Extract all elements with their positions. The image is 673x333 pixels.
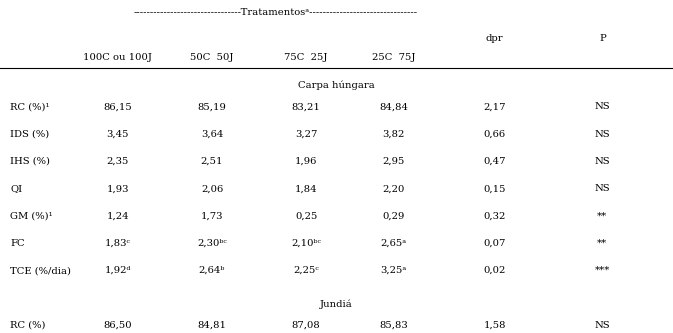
Text: Jundiá: Jundiá <box>320 299 353 309</box>
Text: 0,66: 0,66 <box>484 130 505 139</box>
Text: 2,95: 2,95 <box>382 157 405 166</box>
Text: 2,10ᵇᶜ: 2,10ᵇᶜ <box>291 239 321 248</box>
Text: 3,82: 3,82 <box>382 130 405 139</box>
Text: NS: NS <box>594 130 610 139</box>
Text: 0,07: 0,07 <box>483 239 506 248</box>
Text: ***: *** <box>595 266 610 275</box>
Text: 50C  50J: 50C 50J <box>190 53 234 62</box>
Text: 1,24: 1,24 <box>106 211 129 220</box>
Text: 86,50: 86,50 <box>104 321 132 330</box>
Text: TCE (%/dia): TCE (%/dia) <box>10 266 71 275</box>
Text: 2,06: 2,06 <box>201 184 223 193</box>
Text: GM (%)¹: GM (%)¹ <box>10 211 52 220</box>
Text: Carpa húngara: Carpa húngara <box>298 81 375 91</box>
Text: 1,93: 1,93 <box>106 184 129 193</box>
Text: --------------------------------Tratamentosᵃ--------------------------------: --------------------------------Tratamen… <box>134 8 418 17</box>
Text: 100C ou 100J: 100C ou 100J <box>83 53 152 62</box>
Text: 0,29: 0,29 <box>382 211 405 220</box>
Text: NS: NS <box>594 184 610 193</box>
Text: 2,65ᵃ: 2,65ᵃ <box>381 239 406 248</box>
Text: FC: FC <box>10 239 25 248</box>
Text: 2,30ᵇᶜ: 2,30ᵇᶜ <box>197 239 227 248</box>
Text: NS: NS <box>594 157 610 166</box>
Text: NS: NS <box>594 102 610 111</box>
Text: 87,08: 87,08 <box>292 321 320 330</box>
Text: 0,25: 0,25 <box>295 211 318 220</box>
Text: 1,84: 1,84 <box>295 184 318 193</box>
Text: 0,32: 0,32 <box>483 211 506 220</box>
Text: QI: QI <box>10 184 22 193</box>
Text: 3,27: 3,27 <box>295 130 318 139</box>
Text: 1,92ᵈ: 1,92ᵈ <box>104 266 131 275</box>
Text: RC (%): RC (%) <box>10 321 46 330</box>
Text: IDS (%): IDS (%) <box>10 130 49 139</box>
Text: **: ** <box>597 239 608 248</box>
Text: 2,20: 2,20 <box>382 184 405 193</box>
Text: 2,25ᶜ: 2,25ᶜ <box>293 266 319 275</box>
Text: 1,58: 1,58 <box>483 321 506 330</box>
Text: IHS (%): IHS (%) <box>10 157 50 166</box>
Text: dpr: dpr <box>486 34 503 43</box>
Text: 2,17: 2,17 <box>483 102 506 111</box>
Text: 3,25ᵃ: 3,25ᵃ <box>380 266 407 275</box>
Text: 0,15: 0,15 <box>483 184 506 193</box>
Text: P: P <box>599 34 606 43</box>
Text: 2,35: 2,35 <box>106 157 129 166</box>
Text: 3,64: 3,64 <box>201 130 223 139</box>
Text: 84,84: 84,84 <box>379 102 409 111</box>
Text: 75C  25J: 75C 25J <box>285 53 328 62</box>
Text: 83,21: 83,21 <box>292 102 320 111</box>
Text: 0,02: 0,02 <box>483 266 506 275</box>
Text: 85,19: 85,19 <box>198 102 226 111</box>
Text: 25C  75J: 25C 75J <box>372 53 415 62</box>
Text: RC (%)¹: RC (%)¹ <box>10 102 50 111</box>
Text: 0,47: 0,47 <box>483 157 506 166</box>
Text: 1,83ᶜ: 1,83ᶜ <box>105 239 131 248</box>
Text: 3,45: 3,45 <box>106 130 129 139</box>
Text: 2,51: 2,51 <box>201 157 223 166</box>
Text: **: ** <box>597 211 608 220</box>
Text: 1,73: 1,73 <box>201 211 223 220</box>
Text: 86,15: 86,15 <box>104 102 132 111</box>
Text: 1,96: 1,96 <box>295 157 318 166</box>
Text: 85,83: 85,83 <box>380 321 408 330</box>
Text: NS: NS <box>594 321 610 330</box>
Text: 2,64ᵇ: 2,64ᵇ <box>199 266 225 275</box>
Text: 84,81: 84,81 <box>197 321 227 330</box>
